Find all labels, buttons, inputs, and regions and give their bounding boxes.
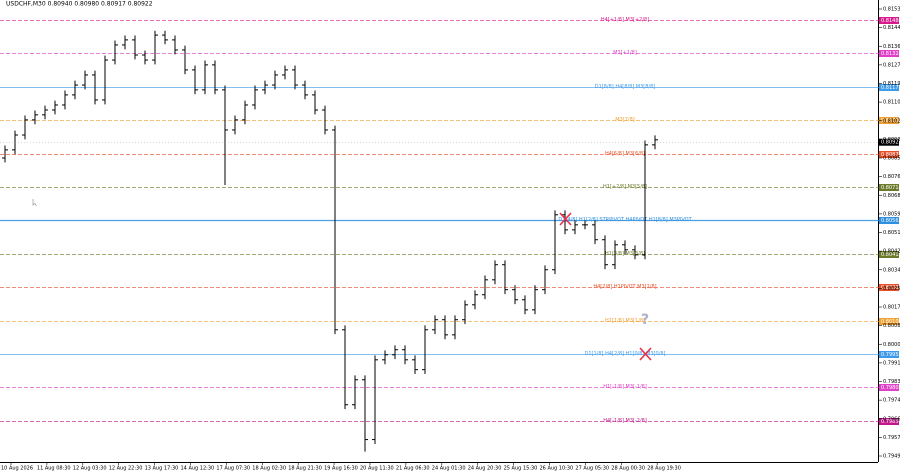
y-tick-label: 0.80595 bbox=[883, 211, 900, 217]
level-label: H1[+2/8] M3[5/8] bbox=[603, 184, 647, 190]
level-label: D1[4/8] H1[2/8] STRPIVOT H4PIVOT H1[8/8]… bbox=[558, 217, 692, 223]
x-tick-label: 20 Aug 11:30 bbox=[360, 466, 394, 472]
cross-marker bbox=[639, 347, 652, 361]
y-tick-label: 0.81275 bbox=[883, 62, 900, 68]
level-price-label: 0.79650 bbox=[881, 419, 900, 425]
question-marker: ? bbox=[641, 312, 649, 328]
x-tick-label: 11 Aug 08:30 bbox=[37, 466, 71, 472]
level-price-label: 0.80718 bbox=[881, 185, 900, 191]
level-price-tag bbox=[879, 217, 899, 224]
y-tick-label: 0.81445 bbox=[883, 25, 900, 31]
level-price-tag bbox=[879, 418, 899, 425]
level-price-label: 0.81480 bbox=[881, 18, 900, 24]
level-price-tag bbox=[879, 318, 899, 325]
level-label: M3[7/8] bbox=[615, 117, 634, 123]
current-price-label: 0.80922 bbox=[881, 140, 900, 146]
x-tick-label: 28 Aug 19:30 bbox=[647, 466, 681, 472]
level-price-tag bbox=[879, 251, 899, 258]
x-tick-label: 14 Aug 12:30 bbox=[181, 466, 215, 472]
level-label: H4[-1/8] M3[-2/8] bbox=[603, 418, 647, 424]
level-price-tag bbox=[879, 84, 899, 91]
x-tick-label: 27 Aug 05:30 bbox=[575, 466, 609, 472]
x-tick-label: 28 Aug 00:30 bbox=[611, 466, 645, 472]
x-tick-label: 17 Aug 07:30 bbox=[216, 466, 250, 472]
x-tick-label: 21 Aug 06:30 bbox=[396, 466, 430, 472]
level-price-tag bbox=[879, 17, 899, 24]
level-price-label: 0.81023 bbox=[881, 118, 900, 124]
x-tick-label: 26 Aug 10:30 bbox=[540, 466, 574, 472]
x-tick-label: 18 Aug 02:30 bbox=[252, 466, 286, 472]
signal-markers: ? bbox=[32, 199, 652, 361]
level-price-label: 0.80413 bbox=[881, 252, 900, 258]
level-label: D1[1/8] H4[2/8] H1[0/8] M3[0/8] bbox=[585, 351, 666, 357]
level-price-tag bbox=[879, 50, 899, 57]
level-label: H1[-1/8] M3[-1/8] bbox=[603, 384, 647, 390]
level-label: H4[6/8] M3[6/8] bbox=[605, 151, 645, 157]
bars bbox=[2, 30, 658, 452]
y-tick-label: 0.80255 bbox=[883, 286, 900, 292]
y-tick-label: 0.80085 bbox=[883, 323, 900, 329]
level-price-label: 0.81328 bbox=[881, 51, 900, 57]
x-tick-label: 25 Aug 15:30 bbox=[504, 466, 538, 472]
level-price-tag bbox=[879, 384, 899, 391]
x-tick-label: 13 Aug 17:30 bbox=[145, 466, 179, 472]
chart-title: USDCHF,M30 0.80940 0.80980 0.80917 0.809… bbox=[6, 1, 153, 8]
y-tick-label: 0.79745 bbox=[883, 398, 900, 404]
level-price-label: 0.79803 bbox=[881, 385, 900, 391]
level-price-tag bbox=[879, 184, 899, 191]
level-price-label: 0.80260 bbox=[881, 285, 900, 291]
level-price-tag bbox=[879, 151, 899, 158]
x-tick-label: 10 Aug 2026 bbox=[1, 466, 33, 472]
level-price-label: 0.81175 bbox=[881, 85, 900, 91]
x-tick-label: 12 Aug 03:30 bbox=[73, 466, 107, 472]
y-tick-label: 0.81105 bbox=[883, 100, 900, 106]
y-tick-label: 0.79915 bbox=[883, 360, 900, 366]
cross-marker bbox=[559, 212, 572, 226]
level-label: M3[+1/8] bbox=[613, 50, 637, 56]
x-tick-label: 18 Aug 21:30 bbox=[288, 466, 322, 472]
x-tick-label: 19 Aug 16:30 bbox=[324, 466, 358, 472]
y-tick-label: 0.79490 bbox=[883, 454, 900, 460]
level-price-label: 0.80565 bbox=[881, 218, 900, 224]
level-label: H4[+1/8] M3[+2/8] bbox=[601, 17, 649, 23]
current-price-tag bbox=[879, 138, 899, 146]
x-tick-label: 12 Aug 22:30 bbox=[109, 466, 143, 472]
x-tick-label: 24 Aug 20:30 bbox=[468, 466, 502, 472]
levels: H4[+1/8] M3[+2/8] 0.81480 M3[+1/8] 0.81328 D… bbox=[0, 17, 900, 425]
level-price-label: 0.80870 bbox=[881, 152, 900, 158]
y-tick-label: 0.80765 bbox=[883, 174, 900, 180]
level-label: H4[2/8] H1PIVOT M3[2/8] bbox=[593, 284, 656, 290]
level-label: D1[8/8] H4[8/8] M3[8/8] bbox=[595, 84, 656, 90]
x-tick-label: 24 Aug 01:30 bbox=[432, 466, 466, 472]
level-price-label: 0.80108 bbox=[881, 319, 900, 325]
y-tick-label: 0.80425 bbox=[883, 249, 900, 255]
level-label: H1[1/8] M3[1/8] bbox=[605, 318, 645, 324]
level-price-tag bbox=[879, 351, 899, 358]
level-price-tag bbox=[879, 284, 899, 291]
cursor bbox=[32, 199, 37, 207]
level-price-tag bbox=[879, 117, 899, 124]
y-tick-label: 0.79575 bbox=[883, 435, 900, 441]
level-price-label: 0.79955 bbox=[881, 352, 900, 358]
